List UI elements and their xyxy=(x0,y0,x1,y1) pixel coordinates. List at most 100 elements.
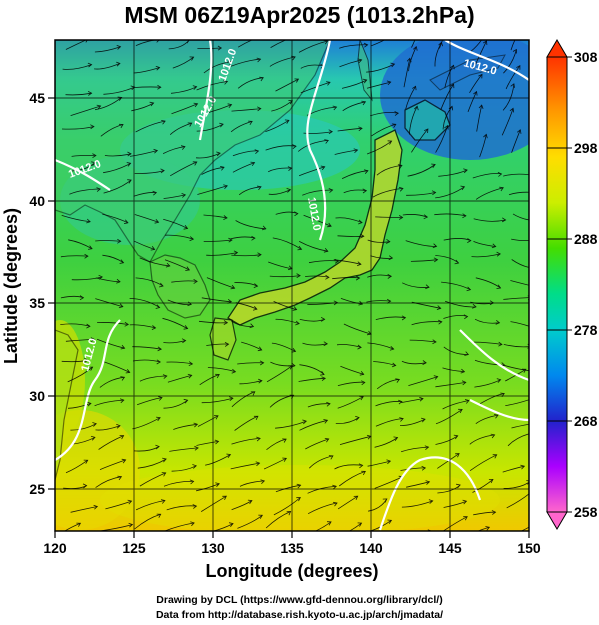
streamline-arrowhead xyxy=(255,461,261,467)
streamline xyxy=(411,321,442,326)
streamline-arrowhead xyxy=(496,284,502,289)
streamline xyxy=(129,298,160,308)
streamline xyxy=(302,342,328,346)
streamline-arrowhead xyxy=(450,64,455,70)
streamline-arrowhead xyxy=(91,161,96,166)
streamline xyxy=(473,241,496,247)
streamline-arrowhead xyxy=(185,266,191,271)
streamline xyxy=(231,254,262,257)
streamline-arrowhead xyxy=(431,163,436,169)
streamline xyxy=(440,83,454,110)
streamline xyxy=(341,170,368,179)
streamline-arrowhead xyxy=(162,374,168,379)
streamline-arrowhead xyxy=(192,85,198,90)
streamline xyxy=(265,511,291,529)
streamline xyxy=(69,188,101,195)
streamline xyxy=(173,423,198,430)
streamline-arrowhead xyxy=(194,445,199,451)
streamline xyxy=(309,455,333,469)
streamline xyxy=(371,123,396,137)
streamline-arrowhead xyxy=(296,497,301,502)
streamline-arrowhead xyxy=(117,96,123,101)
streamline xyxy=(442,367,465,373)
streamline-arrowhead xyxy=(361,100,367,106)
streamline-arrowhead xyxy=(228,60,233,66)
streamline xyxy=(408,376,438,386)
streamline-arrowhead xyxy=(460,185,466,191)
streamline xyxy=(61,359,88,363)
streamline-arrowhead xyxy=(254,149,260,154)
streamline-arrowhead xyxy=(328,188,334,193)
streamline xyxy=(95,476,122,488)
streamline-arrowhead xyxy=(483,133,488,139)
streamline-arrowhead xyxy=(454,259,460,265)
streamline-arrowhead xyxy=(119,398,125,404)
streamline-arrowhead xyxy=(250,161,256,167)
streamline xyxy=(409,339,437,343)
y-tick-label: 30 xyxy=(29,388,45,404)
streamline xyxy=(370,112,399,117)
streamline xyxy=(275,420,307,429)
streamline-arrowhead xyxy=(424,445,430,451)
streamline xyxy=(268,189,291,195)
streamline-arrowhead xyxy=(463,314,469,320)
streamline-arrowhead xyxy=(253,415,259,420)
streamline xyxy=(367,274,392,278)
streamline-arrowhead xyxy=(296,483,302,489)
streamline xyxy=(430,530,432,531)
credit-data-source: Data from http://database.rish.kyoto-u.a… xyxy=(155,609,444,621)
streamline-arrowhead xyxy=(183,325,189,330)
streamline xyxy=(234,282,258,287)
streamline-arrowhead xyxy=(456,483,461,489)
streamline xyxy=(308,260,339,264)
streamline xyxy=(305,438,329,450)
streamline xyxy=(70,423,97,431)
streamline xyxy=(510,280,529,286)
streamline-arrowhead xyxy=(412,85,417,91)
streamline xyxy=(134,513,161,530)
streamline-arrowhead xyxy=(438,319,443,325)
streamline-arrowhead xyxy=(328,129,333,135)
streamline xyxy=(95,240,121,242)
streamline-arrowhead xyxy=(256,57,262,63)
streamline xyxy=(409,106,418,135)
streamline-arrowhead xyxy=(466,286,472,292)
streamline-arrowhead xyxy=(90,435,96,441)
streamline xyxy=(238,186,262,196)
streamline-arrowhead xyxy=(157,346,162,352)
streamline-arrowhead xyxy=(127,499,133,505)
streamline-arrowhead xyxy=(393,436,399,441)
streamline-arrowhead xyxy=(353,495,359,500)
streamline-arrowhead xyxy=(188,361,194,367)
streamline xyxy=(475,277,501,289)
streamline-arrowhead xyxy=(261,225,267,231)
colorbar-label: 278 xyxy=(574,322,598,338)
streamline-arrowhead xyxy=(386,238,391,244)
streamline-arrowhead xyxy=(428,499,434,504)
streamline xyxy=(503,173,529,177)
streamline-arrowhead xyxy=(495,319,501,325)
streamline-arrowhead xyxy=(323,248,329,253)
streamline xyxy=(339,435,371,445)
streamline xyxy=(169,447,199,452)
streamline xyxy=(237,77,264,89)
streamline xyxy=(333,259,361,265)
streamline xyxy=(263,457,287,470)
streamline xyxy=(507,433,529,447)
streamline-arrowhead xyxy=(531,325,535,329)
streamline xyxy=(435,382,466,388)
streamline xyxy=(303,131,333,134)
streamline xyxy=(97,322,129,325)
streamline xyxy=(510,40,516,51)
streamline xyxy=(367,239,390,243)
streamline xyxy=(169,122,192,135)
streamline xyxy=(270,40,287,48)
streamline-arrowhead xyxy=(358,463,364,469)
streamline xyxy=(505,65,521,90)
streamline-arrowhead xyxy=(96,187,101,192)
streamline xyxy=(129,150,158,157)
streamline xyxy=(405,240,437,247)
streamline xyxy=(512,213,529,221)
streamline xyxy=(375,401,402,407)
streamline xyxy=(133,192,157,197)
